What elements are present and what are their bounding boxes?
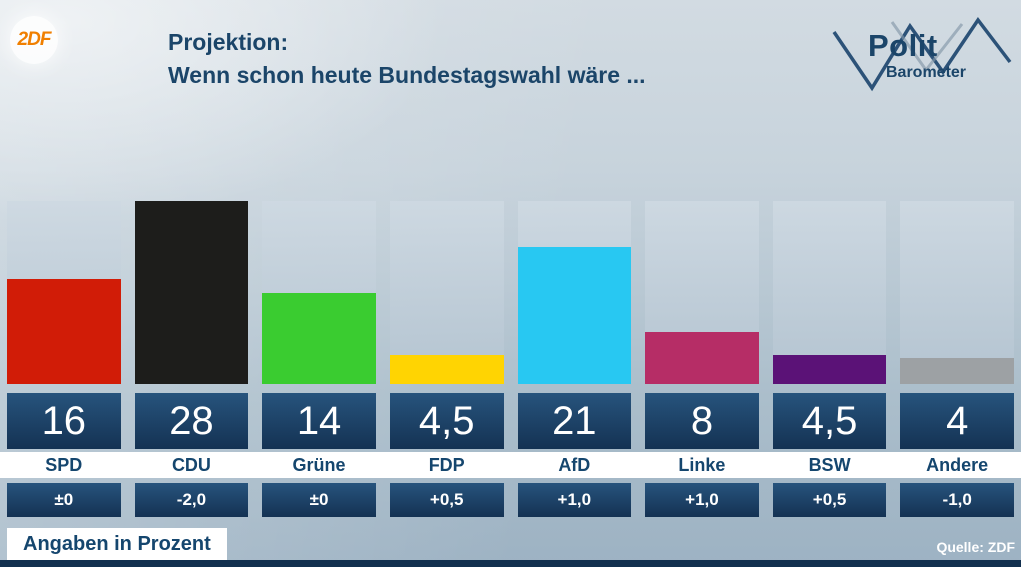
party-label-CDU: CDU (171, 454, 211, 475)
party-label-Linke: Linke (678, 454, 726, 475)
value-label-BSW: 4,5 (772, 393, 887, 449)
value-label-Grüne: 14 (262, 393, 376, 449)
change-label-Linke: +1,0 (645, 483, 759, 517)
value-label-Andere: 4 (900, 393, 1014, 449)
value-label-FDP: 4,5 (389, 393, 504, 449)
politbarometer-logo: Polit Barometer (830, 12, 1020, 102)
party-names-row: SPD CDU Grüne FDP AfD Linke BSW Andere (7, 452, 1014, 478)
change-label-Grüne: ±0 (262, 483, 376, 517)
title-line-1: Projektion: (168, 29, 289, 55)
zigzag-icon (832, 16, 1012, 92)
party-label-Andere: Andere (926, 454, 989, 475)
bar-Linke (645, 331, 759, 384)
bar-track-AfD (517, 201, 632, 384)
party-label-BSW: BSW (808, 454, 851, 475)
bar-track-Grüne (262, 201, 376, 384)
bar-track-BSW (772, 201, 887, 384)
title-line-2: Wenn schon heute Bundestagswahl wäre ... (168, 62, 646, 88)
bar-track-SPD (7, 201, 121, 384)
value-label-SPD: 16 (7, 393, 121, 449)
change-label-CDU: -2,0 (134, 483, 249, 517)
bottom-bar (0, 560, 1021, 567)
change-label-Andere: -1,0 (900, 483, 1014, 517)
bar-FDP (389, 354, 504, 384)
changes-row: ±0 -2,0 ±0 +0,5 +1,0 +1,0 +0,5 -1,0 (7, 483, 1014, 517)
zdf-logo-text: 2DF (17, 29, 52, 50)
unit-note: Angaben in Prozent (7, 528, 227, 560)
brand-polit-label: Polit (868, 28, 938, 63)
bar-CDU (134, 201, 249, 384)
chart-title: Projektion: Wenn schon heute Bundestagsw… (168, 26, 646, 92)
party-label-FDP: FDP (428, 454, 465, 475)
bar-track-Linke (645, 201, 759, 384)
bar-Grüne (262, 292, 376, 384)
zdf-logo: 2DF (10, 16, 58, 64)
values-row: 16 28 14 4,5 21 8 4,5 4 (7, 393, 1014, 449)
brand-barometer-label: Barometer (886, 64, 967, 81)
value-label-CDU: 28 (134, 393, 249, 449)
party-band-background (0, 452, 1021, 478)
party-label-AfD: AfD (558, 454, 591, 475)
party-label-Grüne: Grüne (292, 454, 346, 475)
value-label-AfD: 21 (517, 393, 632, 449)
bar-AfD (517, 246, 632, 384)
bar-SPD (7, 279, 121, 384)
bar-track-Andere (900, 201, 1014, 384)
change-label-AfD: +1,0 (517, 483, 632, 517)
bar-Andere (900, 357, 1014, 384)
bar-track-CDU (134, 201, 249, 384)
bar-BSW (772, 354, 887, 384)
change-label-SPD: ±0 (7, 483, 121, 517)
party-label-SPD: SPD (45, 454, 83, 475)
bars-row (7, 201, 1014, 384)
change-label-BSW: +0,5 (772, 483, 887, 517)
source-label: Quelle: ZDF (936, 539, 1015, 555)
value-label-Linke: 8 (645, 393, 759, 449)
change-label-FDP: +0,5 (389, 483, 504, 517)
bar-track-FDP (389, 201, 504, 384)
